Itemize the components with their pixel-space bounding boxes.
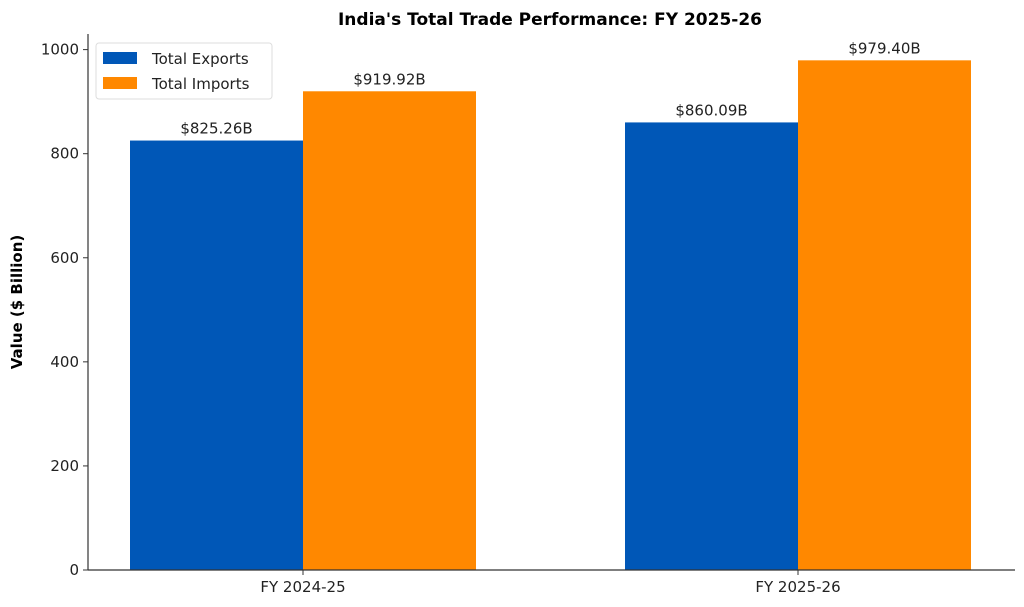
data-label: $919.92B bbox=[353, 70, 425, 88]
bar-total-imports bbox=[303, 91, 476, 570]
legend-box bbox=[95, 42, 273, 100]
legend-swatch bbox=[103, 77, 137, 89]
legend: Total Exports Total Imports bbox=[95, 42, 273, 100]
y-tick-label: 200 bbox=[50, 457, 79, 475]
bar-total-imports bbox=[798, 60, 971, 570]
data-label: $860.09B bbox=[675, 101, 747, 119]
y-tick-label: 400 bbox=[50, 353, 79, 371]
bar-total-exports bbox=[130, 140, 303, 570]
legend-label: Total Imports bbox=[151, 75, 250, 93]
data-label: $979.40B bbox=[848, 39, 920, 57]
y-tick-label: 1000 bbox=[41, 41, 79, 59]
x-tick-label: FY 2025-26 bbox=[755, 578, 840, 596]
y-tick-label: 0 bbox=[69, 561, 79, 579]
chart-title: India's Total Trade Performance: FY 2025… bbox=[338, 10, 762, 30]
bar-total-exports bbox=[625, 122, 798, 570]
legend-swatch bbox=[103, 52, 137, 64]
legend-label: Total Exports bbox=[151, 50, 249, 68]
x-tick-label: FY 2024-25 bbox=[260, 578, 345, 596]
y-tick-label: 800 bbox=[50, 145, 79, 163]
y-tick-label: 600 bbox=[50, 249, 79, 267]
data-label: $825.26B bbox=[180, 120, 252, 138]
y-axis-label: Value ($ Billion) bbox=[8, 235, 26, 369]
